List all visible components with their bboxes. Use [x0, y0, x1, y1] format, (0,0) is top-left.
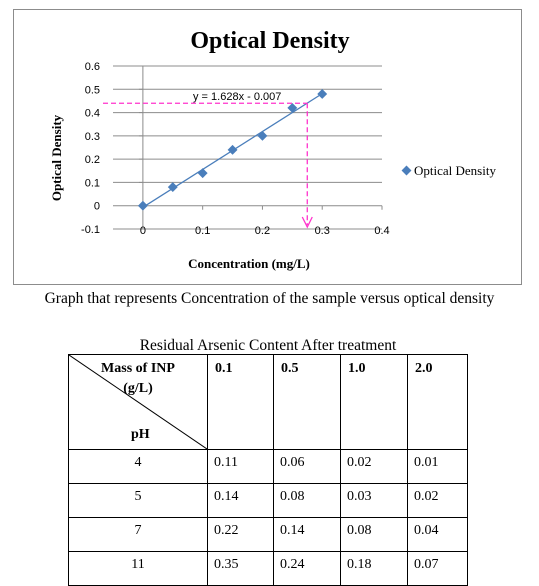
data-point	[287, 102, 298, 113]
table-cell: 0.01	[407, 449, 468, 484]
table-cell: 0.07	[407, 551, 468, 586]
column-header: 2.0	[407, 354, 468, 450]
table-cell: 0.14	[273, 517, 341, 552]
corner-ph-label: pH	[131, 427, 150, 442]
table-cell: 0.22	[207, 517, 274, 552]
table-cell: 0.35	[207, 551, 274, 586]
data-point	[167, 182, 178, 193]
column-header: 0.1	[207, 354, 274, 450]
table-cell: 0.04	[407, 517, 468, 552]
table-cell: 0.03	[340, 483, 408, 518]
chart-frame: Optical Density -0.1 0 0.1 0.2 0.3 0.4 0.5 0.6 0…	[13, 9, 522, 285]
table-row: 4 0.11 0.06 0.02 0.01	[68, 449, 468, 484]
residual-arsenic-table: Mass of INP (g/L) pH 0.1 0.5 1.0 2.0 4 0…	[68, 354, 468, 586]
data-point	[257, 130, 268, 141]
table-cell: 0.02	[407, 483, 468, 518]
legend-marker	[401, 165, 412, 176]
y-tick-label: 0.1	[85, 177, 100, 189]
y-axis-label: Optical Density	[49, 114, 64, 201]
trendline-equation: y = 1.628x - 0.007	[193, 91, 281, 103]
y-tick-label: 0.4	[85, 108, 100, 120]
table-header-row: Mass of INP (g/L) pH 0.1 0.5 1.0 2.0	[68, 354, 468, 450]
x-axis-label: Concentration (mg/L)	[188, 256, 310, 271]
y-tick-label: 0	[94, 201, 100, 213]
ph-cell: 7	[68, 517, 208, 552]
y-tick-label: 0.5	[85, 84, 100, 96]
data-point	[197, 168, 208, 179]
chart-title: Optical Density	[190, 28, 349, 54]
x-tick-label: 0.1	[195, 225, 210, 237]
data-point	[317, 88, 328, 99]
y-tick-label: 0.6	[85, 61, 100, 73]
data-point	[137, 200, 148, 211]
table-cell: 0.11	[207, 449, 274, 484]
ph-cell: 4	[68, 449, 208, 484]
corner-mass-label: Mass of INP	[101, 361, 175, 376]
table-title: Residual Arsenic Content After treatment	[139, 337, 397, 354]
y-tick-label: 0.3	[85, 131, 100, 143]
x-tick-label: 0.4	[374, 225, 389, 237]
table-cell: 0.02	[340, 449, 408, 484]
ph-cell: 11	[68, 551, 208, 586]
table-row: 5 0.14 0.08 0.03 0.02	[68, 483, 468, 518]
table-row: 7 0.22 0.14 0.08 0.04	[68, 517, 468, 552]
data-point	[227, 144, 238, 155]
column-header: 1.0	[340, 354, 408, 450]
ph-cell: 5	[68, 483, 208, 518]
guide-arrowhead	[301, 216, 313, 229]
table-cell: 0.08	[273, 483, 341, 518]
table-row: 11 0.35 0.24 0.18 0.07	[68, 551, 468, 586]
table-corner-header: Mass of INP (g/L) pH	[68, 354, 208, 450]
table-cell: 0.08	[340, 517, 408, 552]
x-tick-label: 0.2	[255, 225, 270, 237]
table-cell: 0.18	[340, 551, 408, 586]
optical-density-chart: Optical Density -0.1 0 0.1 0.2 0.3 0.4 0.5 0.6 0…	[49, 28, 496, 271]
column-header: 0.5	[273, 354, 341, 450]
x-tick-label: 0.3	[315, 225, 330, 237]
y-tick-label: 0.2	[85, 154, 100, 166]
y-tick-label: -0.1	[81, 224, 100, 236]
table-cell: 0.06	[273, 449, 341, 484]
table-cell: 0.24	[273, 551, 341, 586]
corner-diagonal	[69, 355, 207, 449]
x-tick-label: 0	[140, 225, 146, 237]
chart-caption: Graph that represents Concentration of t…	[44, 290, 495, 307]
legend-label: Optical Density	[414, 163, 496, 178]
corner-unit-label: (g/L)	[123, 381, 153, 396]
legend: Optical Density	[401, 163, 496, 178]
table-cell: 0.14	[207, 483, 274, 518]
